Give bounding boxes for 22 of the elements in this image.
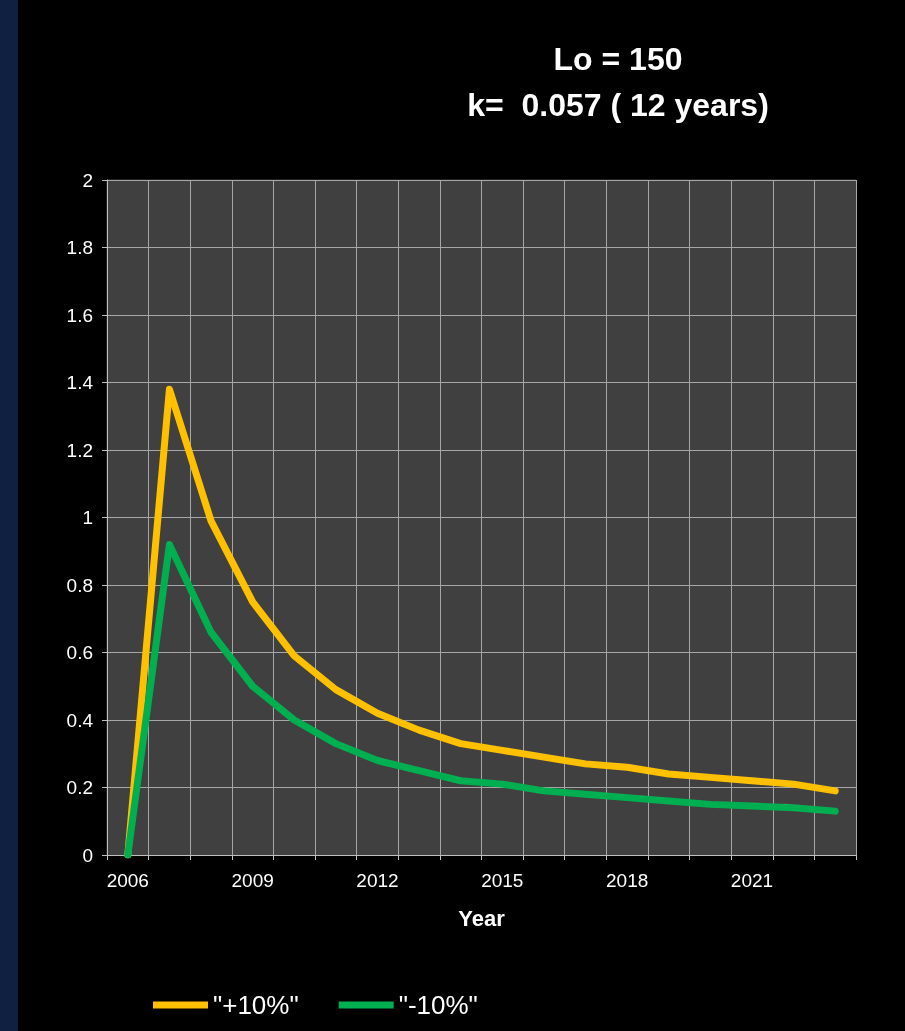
y-tick-label: 0.8 <box>66 574 93 596</box>
y-tick-label: 0.6 <box>66 642 93 663</box>
legend-label: "-10%" <box>398 990 478 1020</box>
x-axis-title: Year <box>458 905 506 931</box>
x-tick-label: 2006 <box>106 870 149 891</box>
y-tick-label: 1.4 <box>66 372 94 393</box>
y-tick-label: 0.2 <box>66 777 93 798</box>
chart-title: Lo = 150 <box>553 41 683 77</box>
y-tick-label: 1 <box>82 507 93 528</box>
x-tick-label: 2021 <box>730 870 774 891</box>
x-tick-label: 2015 <box>481 870 524 891</box>
y-tick-label: 0.4 <box>66 709 94 731</box>
y-tick-label: 1.6 <box>66 304 93 326</box>
y-tick-label: 1.8 <box>66 237 93 258</box>
y-tick-label: 1.2 <box>66 439 93 461</box>
chart-subtitle: k= 0.057 ( 12 years) <box>467 87 769 123</box>
x-tick-label: 2009 <box>231 870 274 891</box>
legend-label: "+10%" <box>213 990 299 1020</box>
y-tick-label: 0 <box>82 844 93 866</box>
x-tick-label: 2018 <box>606 870 649 891</box>
x-tick-label: 2012 <box>356 870 399 891</box>
y-tick-label: 2 <box>82 169 93 191</box>
